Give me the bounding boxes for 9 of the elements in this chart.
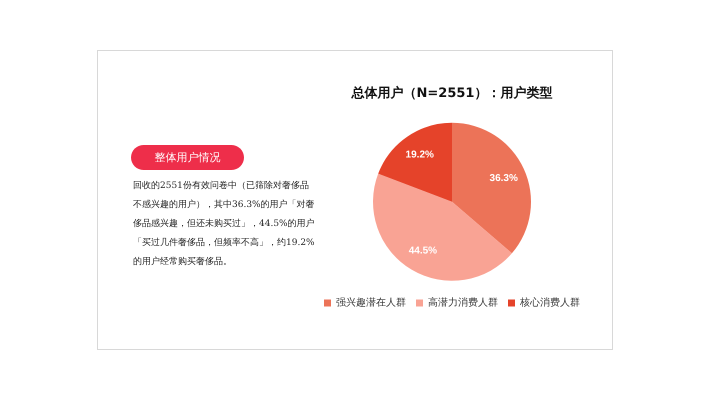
legend-label: 核心消费人群: [519, 296, 580, 309]
data-label: 44.5%: [408, 245, 438, 256]
legend-label: 强兴趣潜在人群: [336, 296, 406, 309]
text: 回收的2551份有效问卷中（已筛除对奢侈品不感兴趣的用户），其中36.3%的用户「对奢侈品感兴趣，但还未购买过」，44.5%的用户「买过几件奢侈品，但频率不高」，约19.2%的用户经常购买奢侈品。: [133, 180, 315, 269]
legend-label: 高潜力消费人群: [428, 296, 498, 309]
data-label: 19.2%: [406, 150, 434, 161]
chart-title: 总体用户（N=2551）：用户类型: [350, 85, 552, 102]
data-label: 36.3%: [490, 172, 518, 184]
text: 整体用户情况: [131, 145, 244, 170]
